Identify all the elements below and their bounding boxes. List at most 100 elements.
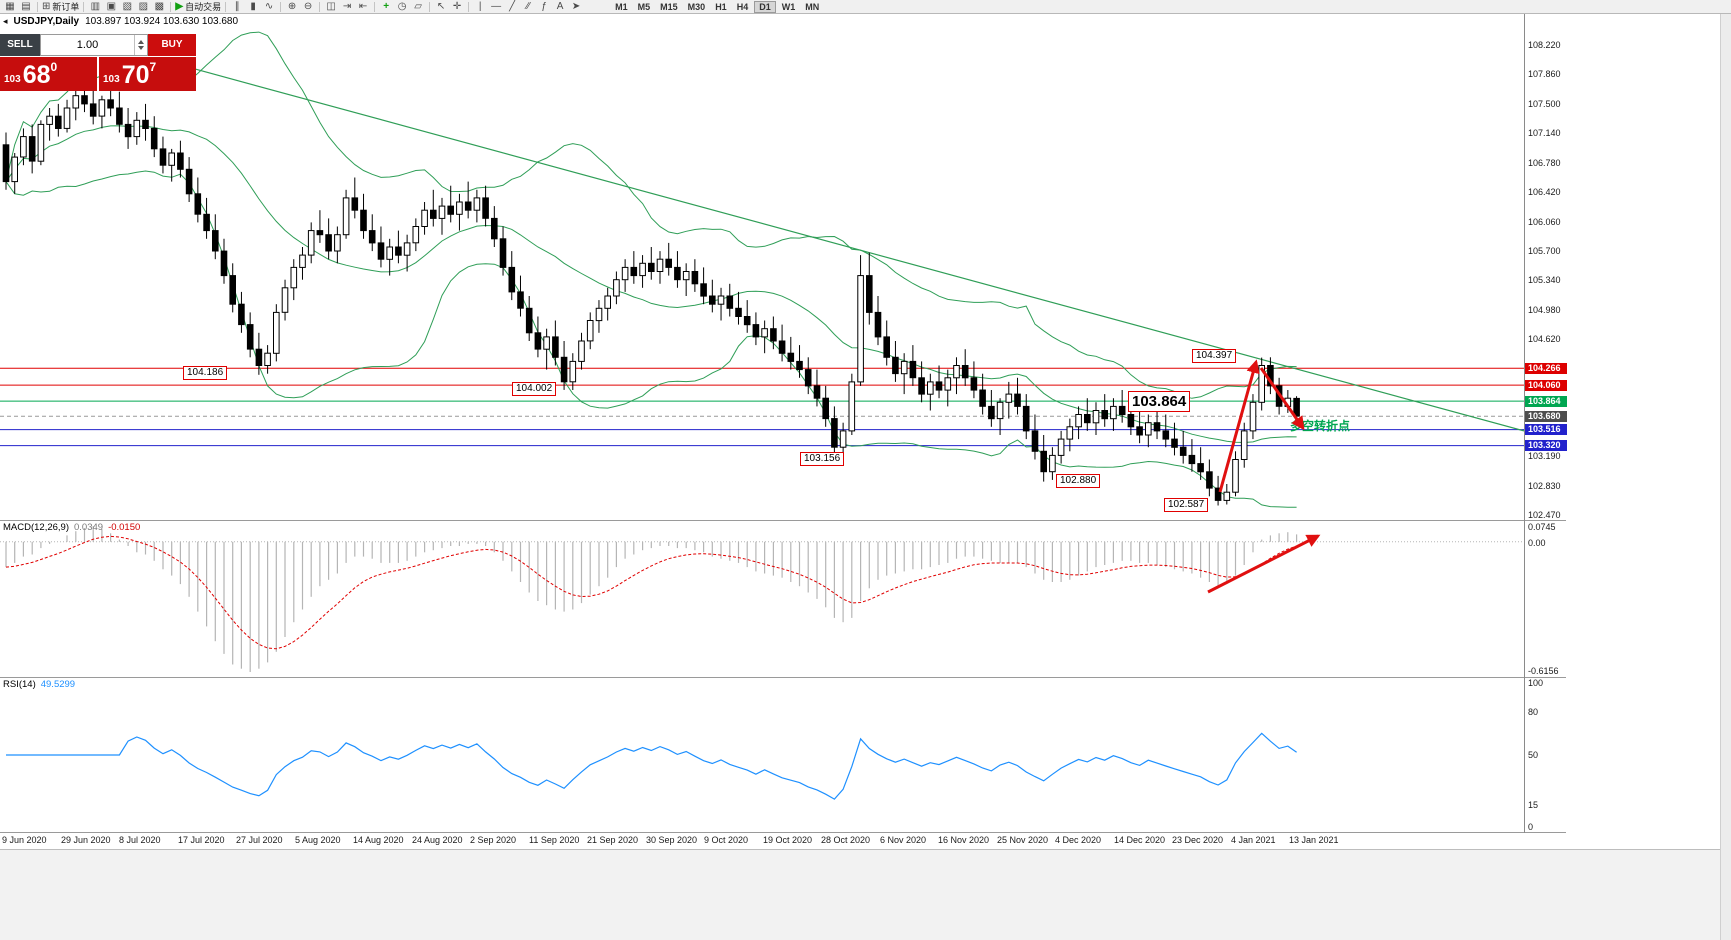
periods-button[interactable]: ◷ bbox=[395, 1, 409, 13]
rsi-axis-level: 0 bbox=[1528, 822, 1534, 832]
templates-icon: ▱ bbox=[414, 0, 422, 12]
strategy-tester-icon: ▩ bbox=[154, 0, 165, 12]
toolbar-separator bbox=[374, 1, 376, 12]
fibonacci-button[interactable]: ƒ bbox=[537, 1, 551, 13]
price-axis-label: 107.500 bbox=[1528, 99, 1561, 109]
trendline-button[interactable]: ╱ bbox=[505, 1, 519, 13]
vertical-line-button[interactable]: | bbox=[473, 1, 487, 13]
horizontal-line-button[interactable]: ― bbox=[489, 1, 503, 13]
rsi-axis-level: 15 bbox=[1528, 800, 1539, 810]
price-axis-tag: 103.680 bbox=[1525, 411, 1567, 422]
pane-separator[interactable] bbox=[0, 520, 1566, 521]
main-toolbar: ▦ ▤ ⊞ 新订单 ▥ ▣ ▧ ▨ ▩ ▶ 自动交易 ∥ ▮ ∿ ⊕ ⊖ ◫ ⇥ ⇤ + ◷ ▱ ↖ ✛ | ― ╱ ∕∕ ƒ A ➤ M1… bbox=[0, 0, 1731, 14]
macd-axis-zero: 0.00 bbox=[1528, 538, 1546, 548]
strategy-tester-button[interactable]: ▩ bbox=[152, 1, 166, 13]
timeframe-h4-button[interactable]: H4 bbox=[736, 1, 749, 12]
toolbar-separator bbox=[429, 1, 431, 12]
turning-point-note: 多空转折点 bbox=[1290, 419, 1351, 433]
line-chart-icon: ∿ bbox=[264, 0, 274, 12]
sell-price-prefix: 103 bbox=[4, 74, 21, 85]
timeframe-m5-button[interactable]: M5 bbox=[637, 1, 651, 12]
volume-field[interactable]: 1.00 bbox=[40, 34, 148, 56]
bar-chart-button[interactable]: ∥ bbox=[230, 1, 244, 13]
candlestick-chart-button[interactable]: ▮ bbox=[246, 1, 260, 13]
navigator-button[interactable]: ▧ bbox=[120, 1, 134, 13]
templates-button[interactable]: ▱ bbox=[411, 1, 425, 13]
zoom-out-button[interactable]: ⊖ bbox=[301, 1, 315, 13]
price-axis-label: 104.620 bbox=[1528, 334, 1561, 344]
one-click-trading-panel: SELL 1.00 BUY 103 68 0 103 bbox=[0, 34, 196, 91]
volume-up-arrow[interactable] bbox=[138, 40, 144, 44]
new-chart-button[interactable]: ▦ bbox=[3, 1, 17, 13]
chart-bottom-border bbox=[0, 832, 1566, 833]
buy-price-display[interactable]: 103 70 7 bbox=[99, 57, 196, 91]
arrow-objects-icon: ➤ bbox=[571, 0, 581, 12]
line-chart-button[interactable]: ∿ bbox=[262, 1, 276, 13]
text-button[interactable]: A bbox=[553, 1, 567, 13]
toolbar-separator bbox=[83, 1, 85, 12]
sell-price-sup: 0 bbox=[50, 60, 58, 74]
chart-shift-button[interactable]: ⇤ bbox=[356, 1, 370, 13]
cursor-button[interactable]: ↖ bbox=[434, 1, 448, 13]
window-scrollbar[interactable] bbox=[1720, 14, 1731, 940]
toolbar-separator bbox=[319, 1, 321, 12]
rsi-panel[interactable] bbox=[0, 678, 1524, 832]
new-chart-icon: ▦ bbox=[5, 0, 15, 12]
volume-down-arrow[interactable] bbox=[138, 46, 144, 50]
price-level-label: 104.186 bbox=[183, 366, 228, 380]
zoom-in-button[interactable]: ⊕ bbox=[285, 1, 299, 13]
market-watch-button[interactable]: ▥ bbox=[88, 1, 102, 13]
date-axis-label: 14 Dec 2020 bbox=[1114, 835, 1166, 845]
buy-price-big: 70 bbox=[121, 61, 150, 89]
chart-shift-icon: ⇤ bbox=[358, 0, 368, 12]
sell-price-display[interactable]: 103 68 0 bbox=[0, 57, 97, 91]
price-chart[interactable] bbox=[0, 14, 1524, 520]
pane-separator[interactable] bbox=[0, 677, 1566, 678]
date-axis-label: 29 Jun 2020 bbox=[61, 835, 111, 845]
market-watch-icon: ▥ bbox=[90, 0, 101, 12]
timeframe-h1-button[interactable]: H1 bbox=[715, 1, 727, 12]
date-axis-label: 30 Sep 2020 bbox=[646, 835, 698, 845]
timeframe-d1-button[interactable]: D1 bbox=[754, 0, 776, 13]
trendline-icon: ╱ bbox=[509, 0, 516, 12]
trade-panel-toggle[interactable]: ◂ bbox=[3, 16, 8, 26]
data-window-icon: ▣ bbox=[106, 0, 117, 12]
timeframe-m30-button[interactable]: M30 bbox=[687, 1, 706, 12]
terminal-icon: ▨ bbox=[138, 0, 149, 12]
date-axis-label: 21 Sep 2020 bbox=[587, 835, 639, 845]
price-axis-label: 108.220 bbox=[1528, 40, 1561, 50]
timeframe-w1-button[interactable]: W1 bbox=[781, 1, 796, 12]
autotrading-button[interactable]: ▶ 自动交易 bbox=[175, 1, 221, 13]
new-order-button[interactable]: ⊞ 新订单 bbox=[42, 1, 79, 13]
price-axis-label: 106.420 bbox=[1528, 187, 1561, 197]
toolbar-separator bbox=[37, 1, 38, 12]
tile-windows-button[interactable]: ◫ bbox=[324, 1, 338, 13]
date-axis-label: 28 Oct 2020 bbox=[821, 835, 871, 845]
zoom-out-icon: ⊖ bbox=[303, 0, 313, 12]
timeframe-m15-button[interactable]: M15 bbox=[660, 1, 678, 12]
auto-scroll-icon: ⇥ bbox=[342, 0, 352, 12]
crosshair-icon: ✛ bbox=[452, 0, 462, 12]
crosshair-button[interactable]: ✛ bbox=[450, 1, 464, 13]
chart-symbol-label: USDJPY,Daily bbox=[13, 16, 80, 27]
chart-profiles-button[interactable]: ▤ bbox=[19, 1, 33, 13]
terminal-button[interactable]: ▨ bbox=[136, 1, 150, 13]
buy-button[interactable]: BUY bbox=[148, 34, 196, 56]
timeframe-mn-button[interactable]: MN bbox=[805, 1, 820, 12]
auto-scroll-button[interactable]: ⇥ bbox=[340, 1, 354, 13]
sell-button[interactable]: SELL bbox=[0, 34, 40, 56]
channel-button[interactable]: ∕∕ bbox=[521, 1, 535, 13]
arrows-button[interactable]: ➤ bbox=[569, 1, 583, 13]
data-window-button[interactable]: ▣ bbox=[104, 1, 118, 13]
new-order-icon: ⊞ bbox=[42, 0, 51, 12]
macd-panel[interactable] bbox=[0, 521, 1524, 677]
toolbar-separator bbox=[468, 1, 470, 12]
timeframe-m1-button[interactable]: M1 bbox=[615, 1, 628, 12]
toolbar-separator bbox=[170, 1, 172, 12]
price-axis-label: 106.060 bbox=[1528, 217, 1561, 227]
window-bottom-area bbox=[0, 849, 1731, 940]
rsi-axis-level: 50 bbox=[1528, 750, 1539, 760]
indicators-button[interactable]: + bbox=[379, 1, 393, 13]
date-axis-label: 14 Aug 2020 bbox=[353, 835, 404, 845]
